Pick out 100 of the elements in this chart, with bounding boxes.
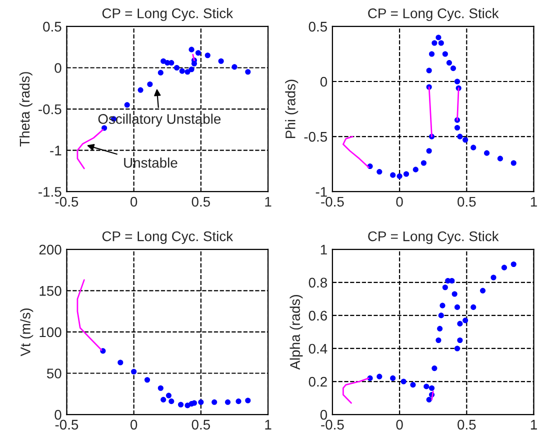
point bbox=[218, 58, 224, 64]
point bbox=[168, 398, 174, 404]
y-tick-label: 100 bbox=[40, 327, 62, 338]
point bbox=[432, 366, 438, 372]
point bbox=[426, 396, 432, 402]
point bbox=[184, 69, 190, 75]
y-tick-label: -1 bbox=[316, 187, 327, 197]
y-axis-title: Vt (m/s) bbox=[20, 308, 34, 356]
point bbox=[432, 40, 438, 46]
y-tick-label: 0 bbox=[54, 63, 62, 73]
point bbox=[179, 68, 185, 74]
point bbox=[501, 264, 508, 270]
x-tick-label: 0 bbox=[130, 196, 138, 207]
point bbox=[412, 166, 418, 172]
point bbox=[144, 377, 150, 383]
x-tick-label: 0.5 bbox=[192, 420, 210, 430]
point bbox=[457, 320, 463, 326]
point bbox=[440, 302, 446, 308]
point bbox=[138, 87, 144, 93]
annotation: Oscillatory Unstable bbox=[98, 114, 221, 127]
x-tick-label: 0.5 bbox=[458, 196, 476, 207]
point bbox=[442, 284, 448, 290]
point bbox=[188, 46, 194, 52]
point bbox=[424, 384, 430, 390]
point bbox=[158, 70, 164, 76]
x-tick-label: 1 bbox=[265, 196, 272, 207]
point bbox=[449, 278, 455, 284]
point bbox=[454, 124, 460, 131]
point bbox=[198, 399, 204, 405]
point bbox=[510, 261, 516, 268]
y-tick-label: 0.8 bbox=[308, 278, 327, 288]
y-tick-label: 0.2 bbox=[308, 376, 327, 387]
point bbox=[236, 398, 242, 404]
x-tick-label: 1 bbox=[530, 420, 537, 430]
point bbox=[428, 385, 435, 391]
x-tick-label: 0 bbox=[130, 420, 138, 430]
point bbox=[224, 399, 231, 405]
x-tick-label: 0 bbox=[396, 420, 403, 430]
point bbox=[158, 385, 164, 391]
point bbox=[436, 34, 442, 40]
point bbox=[131, 368, 137, 374]
y-tick-label: 150 bbox=[40, 286, 62, 296]
x-tick-label: 1 bbox=[530, 196, 537, 207]
point bbox=[400, 378, 406, 384]
point bbox=[174, 64, 180, 71]
point bbox=[457, 134, 463, 140]
point bbox=[497, 156, 503, 162]
point bbox=[212, 399, 218, 405]
point bbox=[403, 171, 410, 177]
y-tick-label: 0 bbox=[54, 410, 62, 420]
point bbox=[446, 60, 452, 66]
point bbox=[420, 160, 426, 166]
y-axis-title: Phi (rads) bbox=[285, 80, 298, 138]
point bbox=[396, 173, 402, 179]
point bbox=[454, 346, 460, 352]
y-tick-label: -1.5 bbox=[38, 187, 62, 197]
x-tick-label: 1 bbox=[265, 420, 272, 430]
point bbox=[390, 375, 396, 381]
point bbox=[438, 40, 444, 46]
y-axis-title: Theta (rads) bbox=[19, 72, 32, 147]
y-tick-label: -0.5 bbox=[38, 104, 62, 114]
point bbox=[452, 291, 458, 297]
y-tick-label: 0.5 bbox=[308, 22, 328, 32]
point bbox=[454, 78, 460, 84]
chart-title: CP = Long Cyc. Stick bbox=[102, 8, 234, 22]
point bbox=[462, 137, 468, 143]
chart-title: CP = Long Cyc. Stick bbox=[368, 231, 499, 244]
point bbox=[462, 318, 468, 324]
point bbox=[470, 144, 476, 150]
point bbox=[390, 172, 396, 178]
point bbox=[484, 150, 490, 156]
point bbox=[168, 60, 174, 66]
point bbox=[490, 274, 496, 280]
point bbox=[510, 160, 516, 166]
y-tick-label: 0.4 bbox=[308, 344, 328, 354]
point bbox=[426, 148, 432, 154]
point bbox=[376, 169, 382, 175]
y-tick-label: 0 bbox=[320, 410, 328, 420]
point bbox=[426, 68, 432, 74]
point bbox=[147, 81, 153, 88]
y-tick-label: 50 bbox=[46, 368, 62, 378]
chart-title: CP = Long Cyc. Stick bbox=[102, 231, 234, 244]
point bbox=[166, 392, 172, 398]
point bbox=[245, 398, 251, 404]
point bbox=[178, 402, 184, 408]
point bbox=[457, 337, 463, 344]
x-tick-label: 0 bbox=[396, 196, 403, 207]
point bbox=[204, 52, 210, 58]
point bbox=[437, 326, 443, 332]
x-tick-label: 0.5 bbox=[458, 420, 476, 430]
chart-title: CP = Long Cyc. Stick bbox=[368, 8, 499, 22]
y-tick-label: 200 bbox=[39, 244, 62, 255]
point bbox=[118, 360, 124, 366]
point bbox=[410, 382, 416, 388]
annotation: Unstable bbox=[124, 158, 178, 168]
x-tick-label: 0.5 bbox=[192, 196, 210, 207]
y-tick-label: -1 bbox=[50, 146, 62, 156]
point bbox=[188, 66, 194, 72]
point bbox=[436, 337, 442, 344]
point bbox=[442, 51, 448, 57]
